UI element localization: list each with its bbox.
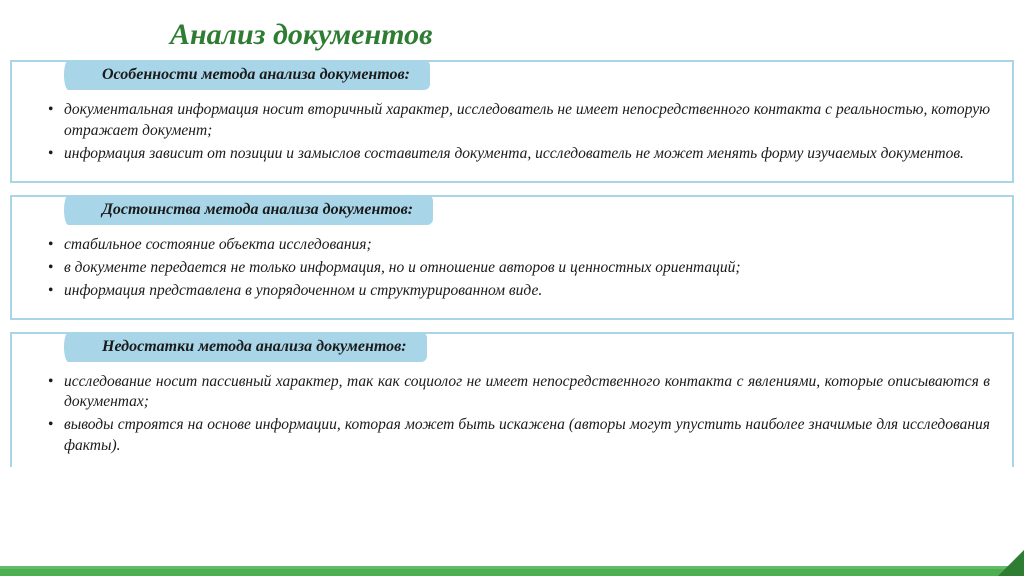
- list-item: исследование носит пассивный характер, т…: [48, 372, 990, 414]
- list-item: стабильное состояние объекта исследовани…: [48, 235, 990, 256]
- list-item: в документе передается не только информа…: [48, 258, 990, 279]
- bullet-list: исследование носит пассивный характер, т…: [34, 372, 990, 458]
- corner-decoration: [998, 550, 1024, 576]
- list-item: информация представлена в упорядоченном …: [48, 281, 990, 302]
- section-disadvantages: Недостатки метода анализа документов: ис…: [10, 332, 1014, 468]
- list-item: информация зависит от позиции и замыслов…: [48, 144, 990, 165]
- bullet-list: стабильное состояние объекта исследовани…: [34, 235, 990, 302]
- section-features: Особенности метода анализа документов: д…: [10, 60, 1014, 183]
- footer-decoration: [0, 566, 1024, 576]
- list-item: выводы строятся на основе информации, ко…: [48, 415, 990, 457]
- bullet-list: документальная информация носит вторичны…: [34, 100, 990, 165]
- section-header: Достоинства метода анализа документов:: [82, 195, 433, 225]
- list-item: документальная информация носит вторичны…: [48, 100, 990, 142]
- section-header: Особенности метода анализа документов:: [82, 60, 430, 90]
- page-title: Анализ документов: [0, 0, 1024, 60]
- section-advantages: Достоинства метода анализа документов: с…: [10, 195, 1014, 320]
- section-header: Недостатки метода анализа документов:: [82, 332, 427, 362]
